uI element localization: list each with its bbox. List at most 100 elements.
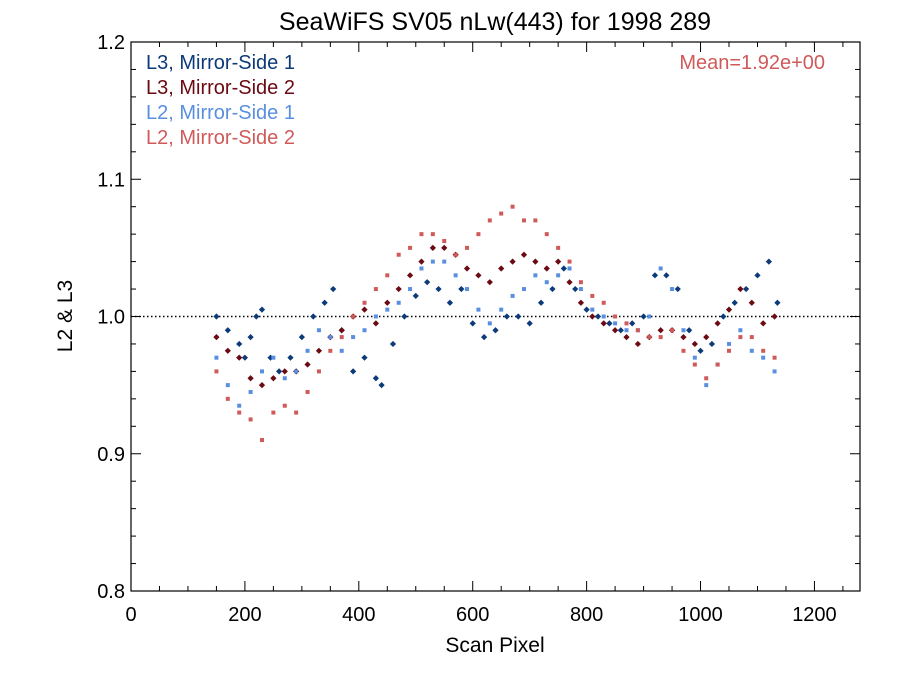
data-point xyxy=(310,313,317,320)
data-point xyxy=(294,410,299,415)
data-point xyxy=(761,348,766,353)
data-point xyxy=(572,285,579,293)
data-point xyxy=(275,368,283,375)
data-point xyxy=(549,285,556,293)
data-point xyxy=(772,355,777,360)
x-tick-label: 600 xyxy=(456,604,489,626)
data-point xyxy=(520,251,528,258)
y-tick-label: 0.8 xyxy=(97,581,125,603)
x-tick-label: 200 xyxy=(228,604,261,626)
data-point xyxy=(772,369,777,374)
data-point xyxy=(704,383,709,388)
data-point xyxy=(492,327,499,334)
data-point xyxy=(463,265,471,272)
data-point xyxy=(510,293,515,298)
data-point xyxy=(442,259,447,264)
data-point xyxy=(475,272,482,279)
data-point xyxy=(613,321,618,326)
data-point xyxy=(315,347,323,354)
data-point xyxy=(521,218,526,223)
data-point xyxy=(373,314,378,319)
data-point xyxy=(537,299,545,306)
data-point xyxy=(396,252,401,257)
legend-entry: L2, Mirror-Side 2 xyxy=(146,127,295,149)
data-point xyxy=(606,320,613,327)
y-tick-label: 1.1 xyxy=(97,169,125,191)
data-point xyxy=(338,327,345,334)
data-point xyxy=(214,355,219,360)
data-point xyxy=(384,299,391,306)
data-point xyxy=(408,245,413,250)
legend-entry: L2, Mirror-Side 1 xyxy=(146,102,295,124)
data-point xyxy=(670,328,675,333)
data-point xyxy=(544,280,549,285)
data-point xyxy=(258,306,266,313)
data-point xyxy=(389,340,397,348)
data-point xyxy=(674,285,681,293)
data-point xyxy=(396,300,401,305)
data-point xyxy=(339,348,344,353)
data-point xyxy=(749,335,754,340)
data-point xyxy=(453,273,458,278)
data-point xyxy=(748,299,755,306)
data-point xyxy=(761,355,766,360)
data-point xyxy=(305,389,310,394)
x-tick-label: 400 xyxy=(342,604,375,626)
data-point xyxy=(731,299,738,306)
data-point xyxy=(742,285,750,293)
data-point xyxy=(715,362,720,367)
data-point xyxy=(419,232,424,237)
data-point xyxy=(259,369,264,374)
data-point xyxy=(225,396,230,401)
data-point xyxy=(487,321,492,326)
data-point xyxy=(294,369,299,374)
data-point xyxy=(378,382,385,389)
data-point xyxy=(453,252,458,257)
data-point xyxy=(692,355,697,360)
data-point xyxy=(442,239,447,244)
data-point xyxy=(624,328,629,333)
data-point xyxy=(658,266,663,271)
data-point xyxy=(476,232,481,237)
y-tick-label: 0.9 xyxy=(97,444,125,466)
data-point xyxy=(499,211,504,216)
data-point xyxy=(499,307,504,312)
data-point xyxy=(424,279,431,286)
data-point xyxy=(533,273,538,278)
data-point xyxy=(601,300,606,305)
data-point xyxy=(372,375,380,382)
data-point xyxy=(560,265,567,272)
data-point xyxy=(556,245,561,250)
data-point xyxy=(681,348,686,353)
series-4 xyxy=(214,204,777,443)
data-point xyxy=(465,245,470,250)
data-point xyxy=(556,273,561,278)
data-point xyxy=(401,313,408,320)
data-point xyxy=(670,287,675,292)
data-point xyxy=(681,328,686,333)
data-point xyxy=(590,307,595,312)
data-point xyxy=(253,313,260,320)
data-point xyxy=(738,335,743,340)
data-point xyxy=(543,265,550,272)
data-point xyxy=(362,328,367,333)
data-point xyxy=(567,266,572,271)
legend-entry: L3, Mirror-Side 2 xyxy=(146,77,295,99)
data-point xyxy=(613,314,618,319)
legend: L3, Mirror-Side 1 L3, Mirror-Side 2 L2, Mi… xyxy=(146,52,295,149)
data-point xyxy=(544,232,549,237)
data-point xyxy=(321,299,328,306)
data-point xyxy=(305,348,310,353)
data-point xyxy=(680,333,687,341)
data-point xyxy=(629,320,636,327)
x-tick-label: 1000 xyxy=(678,604,723,626)
data-point xyxy=(316,369,321,374)
data-point xyxy=(703,333,710,341)
data-point xyxy=(727,348,732,353)
data-point xyxy=(465,287,470,292)
data-point xyxy=(395,285,402,293)
data-point xyxy=(237,410,242,415)
data-point xyxy=(316,328,321,333)
